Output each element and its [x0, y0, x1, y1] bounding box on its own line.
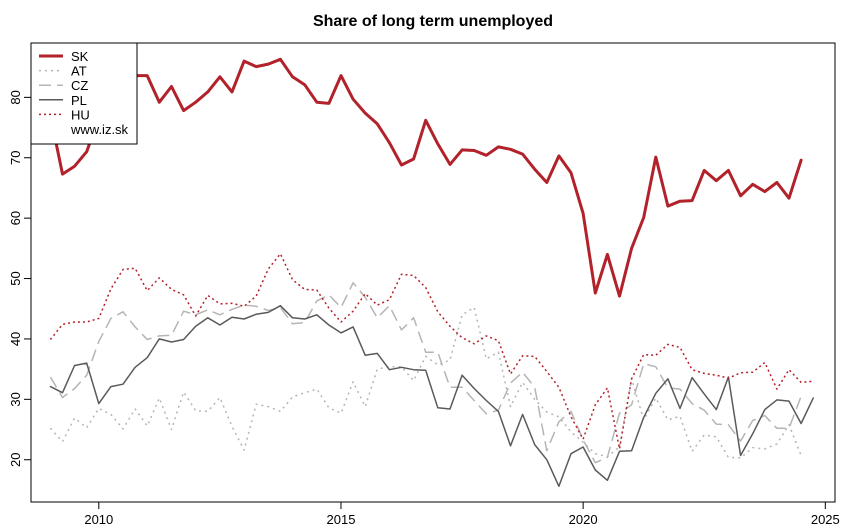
legend-label-hu: HU	[71, 107, 90, 122]
chart-title: Share of long term unemployed	[313, 13, 553, 30]
legend-label-at: AT	[71, 64, 87, 79]
x-tick-label: 2015	[327, 512, 356, 527]
legend-box	[30, 42, 138, 145]
series-line-cz	[49, 282, 802, 464]
y-tick-label: 20	[8, 452, 23, 466]
series-line-hu	[49, 253, 814, 450]
x-tick-label: 2025	[811, 512, 840, 527]
y-tick-label: 70	[8, 151, 23, 165]
y-tick-label: 40	[8, 332, 23, 346]
series-layer	[48, 57, 814, 488]
legend-source-note: www.iz.sk	[70, 122, 129, 137]
series-line-sk	[48, 57, 803, 298]
y-tick-label: 60	[8, 211, 23, 225]
x-tick-label: 2010	[84, 512, 113, 527]
series-line-pl	[49, 304, 814, 488]
y-tick-label: 80	[8, 90, 23, 104]
series-line-at	[49, 306, 802, 459]
y-tick-label: 50	[8, 271, 23, 285]
legend-label-cz: CZ	[71, 78, 88, 93]
y-tick-label: 30	[8, 392, 23, 406]
x-tick-label: 2020	[569, 512, 598, 527]
plot-frame	[30, 42, 836, 503]
legend-label-sk: SK	[71, 49, 89, 64]
legend-label-pl: PL	[71, 93, 87, 108]
